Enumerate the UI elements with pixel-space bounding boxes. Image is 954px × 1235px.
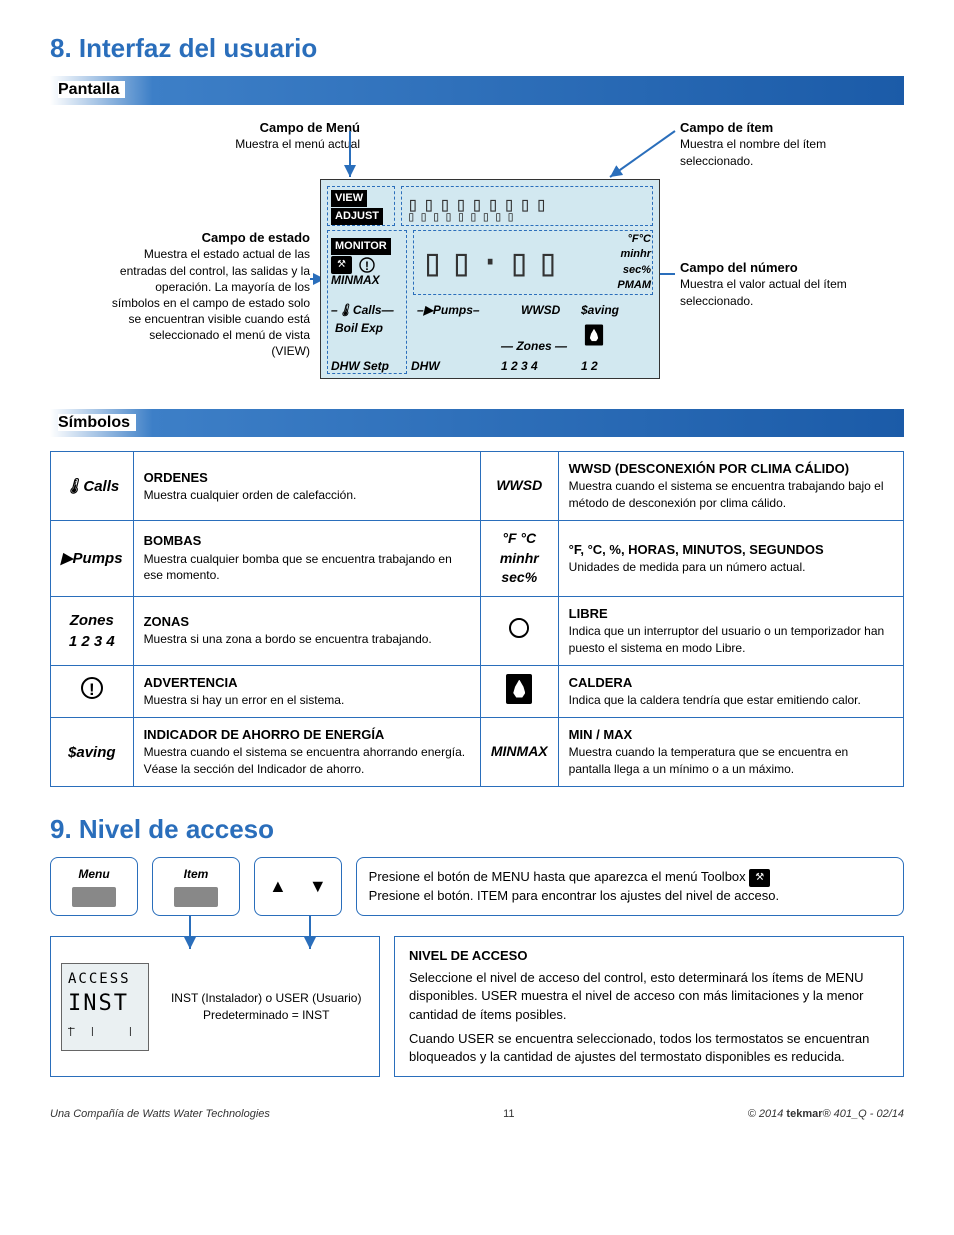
callout-menu-desc: Muestra el menú actual — [235, 137, 360, 151]
symbol-icon-left: ▶Pumps — [51, 520, 134, 596]
lcd-screen: VIEW ADJUST MONITOR ▯▯▯▯▯▯▯▯▯ ▯▯▯▯▯▯▯▯▯ … — [320, 179, 660, 379]
symbol-icon-right: °F °C minhr sec% — [480, 520, 558, 596]
symbol-desc-left: ADVERTENCIAMuestra si hay un error en el… — [133, 665, 480, 718]
section9-title: 9. Nivel de acceso — [50, 811, 904, 847]
menu-button-label: Menu — [61, 866, 127, 883]
lcd-saving: $aving — [581, 302, 619, 319]
lcd-dhwsetp: DHW Setp — [331, 358, 389, 375]
lcd-diagram: Campo de Menú Muestra el menú actual Cam… — [50, 119, 904, 399]
access-detail-row: ACCESS INST – | | | INST (Instalador) o … — [50, 936, 904, 1077]
symbol-desc-right: LIBREIndica que un interruptor del usuar… — [558, 596, 903, 665]
symbol-desc-right: MIN / MAXMuestra cuando la temperatura q… — [558, 718, 903, 787]
page-footer: Una Compañía de Watts Water Technologies… — [50, 1107, 904, 1122]
access-title: NIVEL DE ACCESO — [409, 948, 527, 963]
callout-estado-desc: Muestra el estado actual de las entradas… — [112, 247, 310, 358]
menu-button[interactable] — [72, 887, 116, 907]
item-button-box: Item — [152, 857, 240, 916]
lcd-small-line1: ACCESS — [68, 970, 142, 990]
callout-menu-title: Campo de Menú — [260, 120, 360, 135]
footer-right: © 2014 tekmar® 401_Q - 02/14 — [748, 1107, 904, 1122]
symbol-icon-right: WWSD — [480, 452, 558, 521]
callout-item-desc: Muestra el nombre del ítem seleccionado. — [680, 137, 826, 167]
lcd-units-sec: sec% — [623, 264, 651, 276]
access-buttons-row: Menu Item ▲ ▼ Presione el botón de MENU … — [50, 857, 904, 916]
lcd-small-holder: ACCESS INST – | | | INST (Instalador) o … — [50, 936, 380, 1077]
lcd-wwsd: WWSD — [521, 302, 560, 319]
symbol-desc-left: INDICADOR DE AHORRO DE ENERGÍAMuestra cu… — [133, 718, 480, 787]
symbol-icon-left: $aving — [51, 718, 134, 787]
lcd-units-minhr: minhr — [620, 248, 651, 260]
symbol-icon-left: Zones 1 2 3 4 — [51, 596, 134, 665]
symbol-icon-left — [51, 665, 134, 718]
lcd-zones1: 1 2 3 4 — [501, 358, 538, 375]
lcd-boilexp: Boil Exp — [335, 320, 383, 337]
menu-button-box: Menu — [50, 857, 138, 916]
lcd-view: VIEW — [331, 190, 367, 207]
symbol-desc-left: BOMBASMuestra cualquier bomba que se enc… — [133, 520, 480, 596]
lcd-units-fc: °F°C — [628, 233, 651, 245]
lcd-monitor: MONITOR — [331, 238, 391, 255]
down-arrow-button[interactable]: ▼ — [309, 874, 327, 899]
item-button[interactable] — [174, 887, 218, 907]
symbol-icon-right: MINMAX — [480, 718, 558, 787]
symbol-desc-left: ORDENESMuestra cualquier orden de calefa… — [133, 452, 480, 521]
access-description: NIVEL DE ACCESO Seleccione el nivel de a… — [394, 936, 904, 1077]
lcd-pmam: PMAM — [617, 279, 651, 291]
lcd-dhw: DHW — [411, 358, 440, 375]
toolbox-icon: ⚒ — [331, 256, 352, 274]
callout-numero-desc: Muestra el valor actual del ítem selecci… — [680, 277, 847, 307]
flame-icon — [585, 324, 603, 345]
symbol-icon-right — [480, 665, 558, 718]
simbolos-band: Símbolos — [50, 409, 904, 437]
symbol-icon-right — [480, 596, 558, 665]
access-p1: Seleccione el nivel de acceso del contro… — [409, 969, 889, 1024]
lcd-adjust: ADJUST — [331, 208, 383, 225]
section8-title: 8. Interfaz del usuario — [50, 30, 904, 66]
lcd-zones2: 1 2 — [581, 358, 598, 375]
symbol-desc-right: WWSD (DESCONEXIÓN POR CLIMA CÁLIDO)Muest… — [558, 452, 903, 521]
toolbox-icon-inline: ⚒ — [749, 869, 770, 887]
symbol-icon-left: 🌡Calls — [51, 452, 134, 521]
instruction-line1: Presione el botón de MENU hasta que apar… — [369, 869, 746, 884]
item-button-label: Item — [163, 866, 229, 883]
pantalla-band: Pantalla — [50, 76, 904, 104]
warning-icon — [81, 677, 103, 699]
arrow-buttons-box: ▲ ▼ — [254, 857, 342, 916]
instruction-line2: Presione el botón. ITEM para encontrar l… — [369, 888, 779, 903]
options-text: INST (Instalador) o USER (Usuario) Prede… — [163, 990, 369, 1024]
callout-item-title: Campo de ítem — [680, 120, 773, 135]
up-arrow-button[interactable]: ▲ — [269, 874, 287, 899]
moon-icon — [509, 618, 529, 638]
access-p2: Cuando USER se encuentra seleccionado, t… — [409, 1030, 889, 1066]
symbol-desc-right: °F, °C, %, HORAS, MINUTOS, SEGUNDOSUnida… — [558, 520, 903, 596]
lcd-zones-label: Zones — [516, 339, 551, 353]
lcd-calls: Calls — [353, 303, 382, 317]
footer-left: Una Compañía de Watts Water Technologies — [50, 1107, 270, 1122]
symbols-table: 🌡CallsORDENESMuestra cualquier orden de … — [50, 451, 904, 787]
lcd-pumps: Pumps — [433, 303, 473, 317]
callout-numero-title: Campo del número — [680, 260, 798, 275]
instruction-box: Presione el botón de MENU hasta que apar… — [356, 857, 904, 916]
lcd-small: ACCESS INST – | | | — [61, 963, 149, 1051]
symbol-desc-left: ZONASMuestra si una zona a bordo se encu… — [133, 596, 480, 665]
callout-estado-title: Campo de estado — [202, 230, 310, 245]
lcd-small-line2: INST — [68, 989, 142, 1020]
footer-page-number: 11 — [503, 1107, 514, 1122]
flame-icon — [506, 674, 532, 704]
symbol-desc-right: CALDERAIndica que la caldera tendría que… — [558, 665, 903, 718]
